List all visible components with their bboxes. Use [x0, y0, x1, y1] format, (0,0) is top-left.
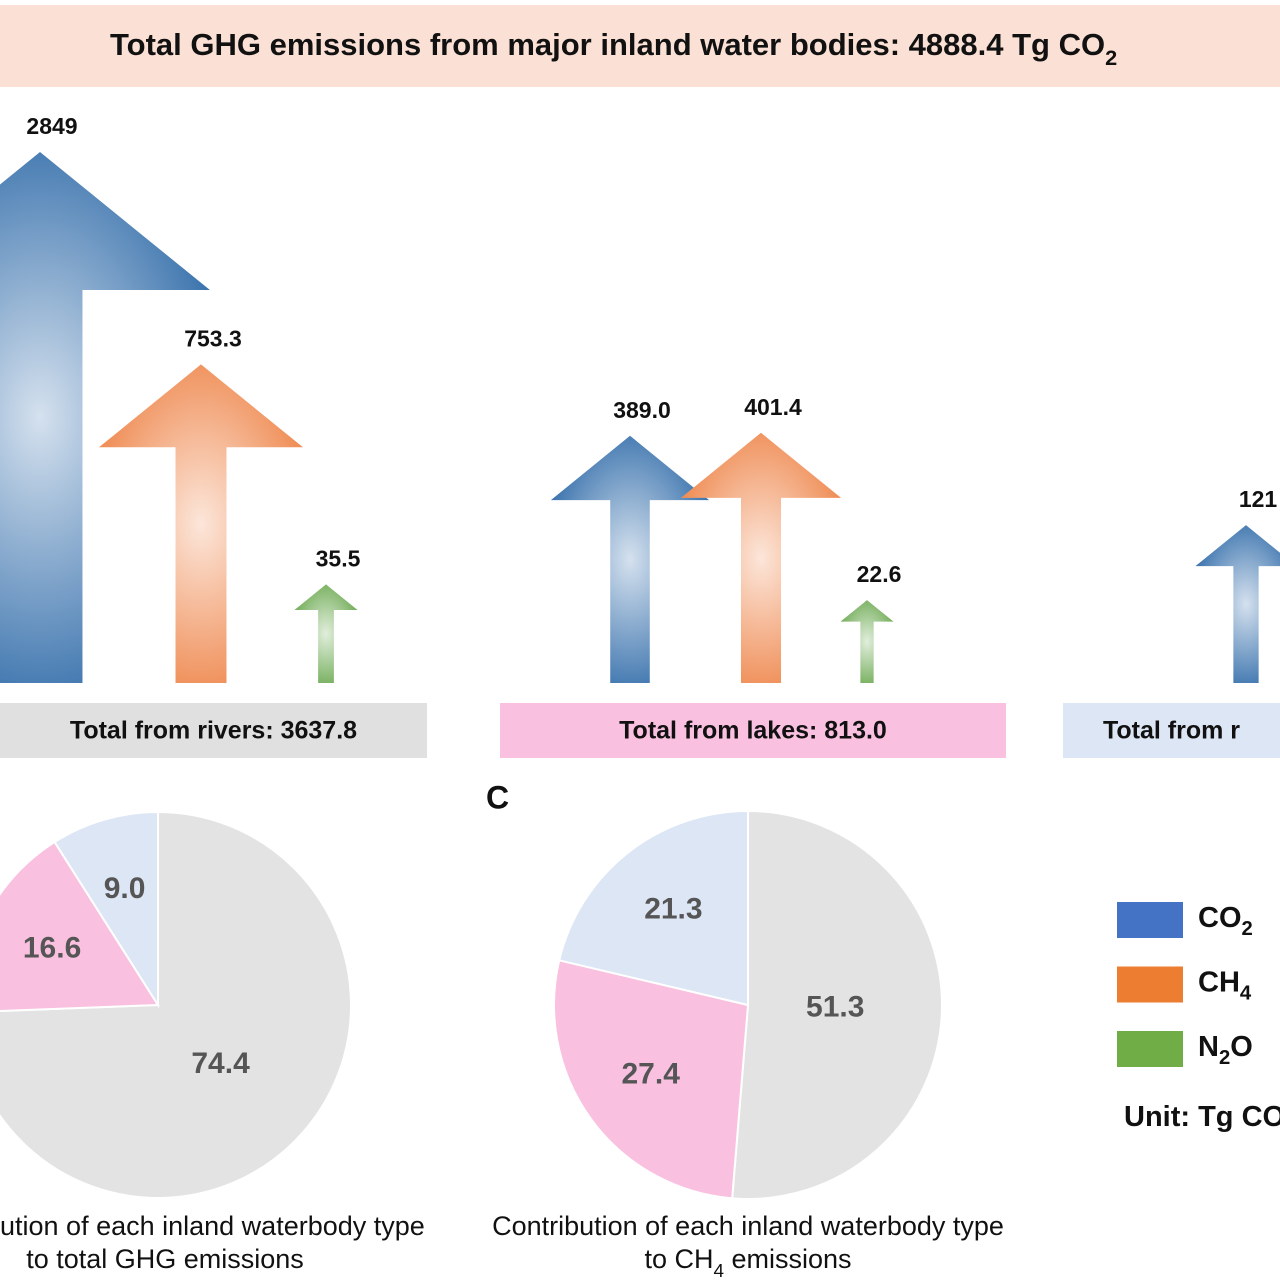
pie-caption-part: Contribution of each inland waterbody ty… [492, 1211, 1004, 1241]
legend-label: CO2 [1198, 902, 1253, 941]
legend-label-part: CH [1198, 966, 1240, 998]
title-band [0, 5, 1280, 87]
pie-slice [0, 810, 352, 1199]
pie-caption: Contribution of each inland waterbody ty… [492, 1211, 1004, 1241]
slice-label: 51.3 [806, 990, 864, 1023]
slice-label: 27.4 [621, 1058, 680, 1091]
slice-label: 74.4 [191, 1047, 250, 1080]
pie-slice [0, 840, 160, 1012]
arrow [1195, 525, 1280, 683]
value-label: 389.0 [613, 397, 671, 423]
legend-label-part: CO [1198, 902, 1242, 934]
value-label: 2849 [26, 113, 77, 139]
pie-caption-part: ution of each inland waterbody type [0, 1211, 425, 1241]
value-label: 121 [1239, 486, 1278, 512]
value-label: 22.6 [857, 561, 902, 587]
pie-caption-part: to total GHG emissions [26, 1244, 304, 1274]
legend-label-part: 2 [1219, 1047, 1230, 1069]
title-part: Total GHG emissions from major inland wa… [110, 27, 1105, 62]
legend-label-part: 2 [1242, 918, 1253, 940]
legend-swatch [1117, 902, 1183, 938]
legend-label-part: N [1198, 1031, 1219, 1063]
legend-label-part: 4 [1240, 983, 1252, 1005]
value-label: 753.3 [184, 325, 242, 351]
pie-caption-part: emissions [724, 1244, 852, 1274]
slice-label: 16.6 [23, 931, 81, 964]
pie-caption-part: to CH [644, 1244, 713, 1274]
legend-label: N2O [1198, 1031, 1253, 1070]
legend-swatch [1117, 966, 1183, 1003]
pie-caption: to total GHG emissions [26, 1244, 304, 1274]
group-box [500, 703, 1006, 758]
pie-slice [731, 809, 944, 1200]
unit-label-part: Unit: Tg CO [1124, 1101, 1280, 1133]
arrow [680, 432, 842, 683]
pie-slice [53, 810, 159, 1009]
value-label: 401.4 [744, 394, 802, 420]
legend-swatch [1117, 1031, 1183, 1067]
value-label: 35.5 [316, 546, 361, 572]
unit-label: Unit: Tg CO [1124, 1101, 1280, 1133]
pie-caption-part: 4 [713, 1261, 724, 1280]
pie-slice [558, 809, 749, 1007]
panel-label: C [486, 779, 509, 815]
arrow [99, 364, 303, 683]
group-box [1063, 703, 1280, 758]
pie-caption: to CH4 emissions [644, 1244, 851, 1280]
title: Total GHG emissions from major inland wa… [110, 27, 1117, 70]
slice-label: 21.3 [644, 893, 702, 926]
group-label: Total from rivers: 3637.8 [70, 717, 357, 745]
legend-label: CH4 [1198, 966, 1252, 1005]
slice-label: 9.0 [104, 872, 146, 905]
group-label: Total from lakes: 813.0 [619, 717, 887, 745]
group-label: Total from r [1103, 717, 1240, 745]
title-part: 2 [1105, 45, 1117, 70]
arrow [294, 584, 358, 683]
arrow [840, 600, 894, 683]
arrow [0, 152, 210, 683]
legend-label-part: O [1230, 1031, 1253, 1063]
group-box [0, 703, 427, 758]
pie-slice [553, 959, 750, 1200]
pie-caption: ution of each inland waterbody type [0, 1211, 425, 1241]
arrow [550, 435, 710, 683]
